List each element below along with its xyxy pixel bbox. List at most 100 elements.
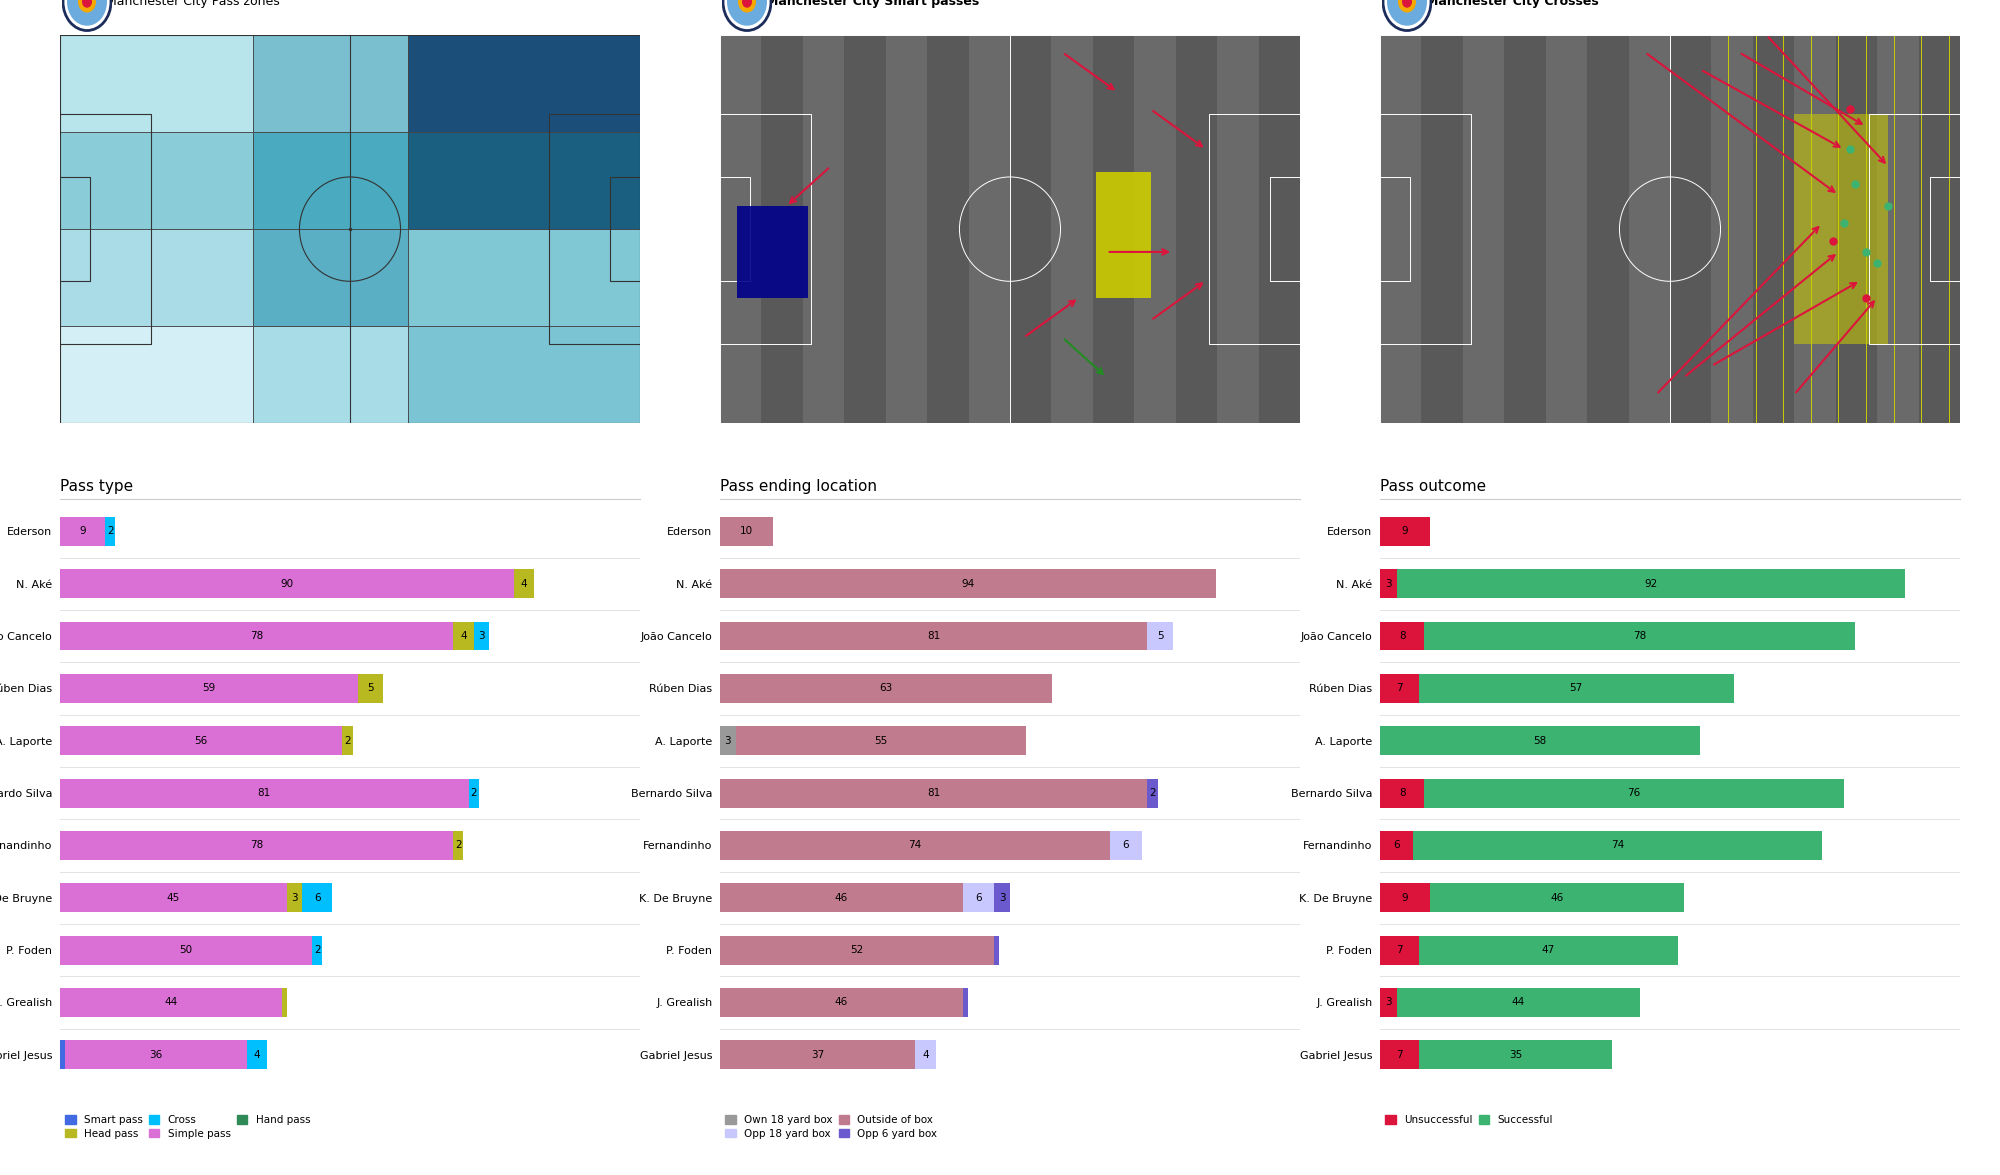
Bar [60, 517, 106, 546]
Bar [1148, 779, 1158, 807]
Text: 10: 10 [740, 526, 752, 537]
Bar [60, 831, 454, 860]
Bar [514, 570, 534, 598]
Bar [1918, 35, 1960, 423]
Text: 7: 7 [1396, 1049, 1402, 1060]
Bar [408, 35, 640, 133]
Bar [886, 35, 928, 423]
Bar [474, 622, 488, 651]
Bar [962, 988, 968, 1016]
Bar [302, 884, 332, 912]
Bar [60, 35, 254, 133]
Text: 3: 3 [724, 736, 732, 746]
Text: 58: 58 [1534, 736, 1546, 746]
Bar [720, 988, 962, 1016]
Text: Pass ending location: Pass ending location [720, 478, 876, 494]
Bar [1418, 935, 1678, 965]
Bar [1794, 35, 1836, 423]
Text: 6: 6 [976, 893, 982, 902]
Bar [408, 229, 640, 327]
Text: 9: 9 [1402, 893, 1408, 902]
Bar [1010, 35, 1052, 423]
Text: 44: 44 [164, 998, 178, 1007]
Circle shape [722, 0, 772, 31]
Text: 57: 57 [1570, 684, 1582, 693]
Bar [928, 35, 968, 423]
Legend: Unsuccessful, Successful: Unsuccessful, Successful [1386, 1115, 1552, 1124]
Text: 4: 4 [254, 1049, 260, 1060]
Bar [1134, 35, 1176, 423]
Text: 74: 74 [908, 840, 922, 851]
Text: 3: 3 [1384, 998, 1392, 1007]
Text: 37: 37 [810, 1049, 824, 1060]
Text: 81: 81 [926, 788, 940, 798]
Text: 3: 3 [998, 893, 1006, 902]
Bar [994, 884, 1010, 912]
Circle shape [738, 0, 756, 13]
Text: 9: 9 [1402, 526, 1408, 537]
Text: 2: 2 [344, 736, 350, 746]
Text: 45: 45 [166, 893, 180, 902]
Bar [254, 327, 408, 423]
Text: 4: 4 [460, 631, 466, 642]
Bar [1380, 1040, 1418, 1069]
Bar [1380, 35, 1422, 423]
Bar [1380, 779, 1424, 807]
Bar [1396, 570, 1904, 598]
Text: 3: 3 [292, 893, 298, 902]
Text: 6: 6 [314, 893, 320, 902]
Bar [994, 935, 1000, 965]
Bar [358, 674, 382, 703]
Text: Manchester City Pass zones: Manchester City Pass zones [106, 0, 280, 8]
Bar [1670, 35, 1712, 423]
Bar [312, 935, 322, 965]
Bar [1380, 884, 1430, 912]
Text: 8: 8 [1398, 631, 1406, 642]
Circle shape [78, 0, 96, 13]
Bar [454, 831, 464, 860]
Bar [1836, 35, 1878, 423]
Circle shape [1384, 0, 1432, 31]
Bar [342, 726, 352, 756]
Bar [60, 988, 282, 1016]
Bar [1380, 674, 1418, 703]
Bar [1380, 622, 1424, 651]
Bar [60, 570, 514, 598]
Bar [60, 935, 312, 965]
Bar [1424, 779, 1844, 807]
Text: 2: 2 [470, 788, 476, 798]
Text: 74: 74 [1610, 840, 1624, 851]
Bar [1418, 1040, 1612, 1069]
Text: 5: 5 [1156, 631, 1164, 642]
Circle shape [68, 0, 108, 26]
Bar [286, 884, 302, 912]
Text: Pass outcome: Pass outcome [1380, 478, 1486, 494]
Bar [736, 207, 808, 297]
Circle shape [1398, 0, 1416, 13]
Bar [60, 884, 286, 912]
Bar [962, 884, 994, 912]
Bar [1422, 35, 1462, 423]
Bar [720, 517, 772, 546]
Text: Manchester City Crosses: Manchester City Crosses [1426, 0, 1600, 8]
Bar [60, 327, 254, 423]
Bar [1176, 35, 1218, 423]
Bar [1110, 831, 1142, 860]
Text: 5: 5 [366, 684, 374, 693]
Text: 50: 50 [180, 945, 192, 955]
Bar [1628, 35, 1670, 423]
Bar [60, 779, 468, 807]
Bar [1504, 35, 1546, 423]
Text: Manchester City Smart passes: Manchester City Smart passes [766, 0, 980, 8]
Bar [1258, 35, 1300, 423]
Text: 94: 94 [962, 579, 974, 589]
Bar [1218, 35, 1258, 423]
Bar [1148, 622, 1174, 651]
Bar [720, 831, 1110, 860]
Bar [720, 622, 1148, 651]
Circle shape [726, 0, 766, 26]
Bar [1380, 570, 1396, 598]
Bar [60, 726, 342, 756]
Bar [1380, 517, 1430, 546]
Text: 2: 2 [108, 526, 114, 537]
